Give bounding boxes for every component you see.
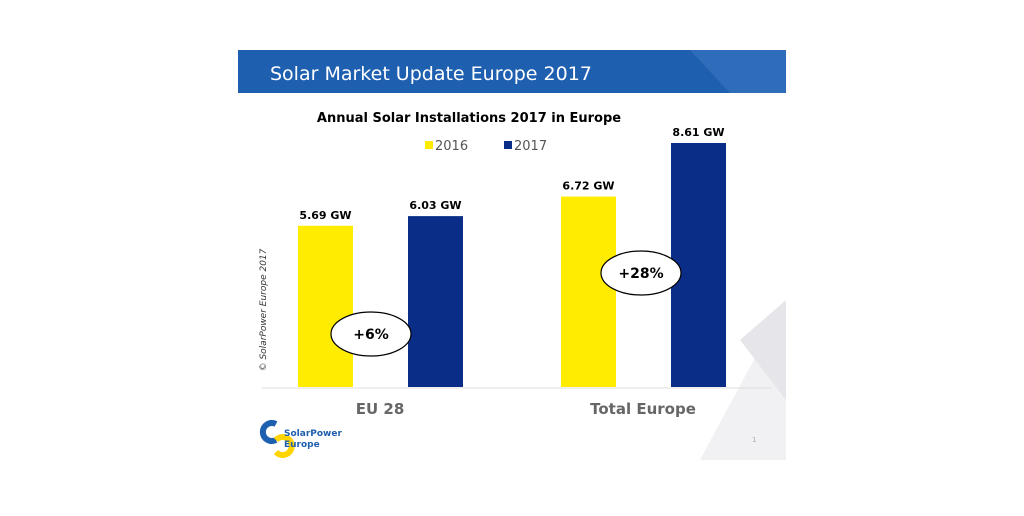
category-label-eu28: EU 28 bbox=[356, 400, 405, 418]
header-title: Solar Market Update Europe 2017 bbox=[270, 63, 592, 85]
data-label: 6.03 GW bbox=[409, 199, 461, 212]
data-label: 5.69 GW bbox=[299, 209, 351, 222]
annotation-eu28: +6% bbox=[353, 327, 389, 343]
legend-swatch-2017 bbox=[504, 141, 512, 149]
bar-2017-eu-28 bbox=[408, 216, 463, 387]
data-label: 6.72 GW bbox=[562, 180, 614, 193]
legend-swatch-2016 bbox=[425, 141, 433, 149]
bar-2016-total-europe bbox=[561, 196, 616, 387]
legend-label-2016: 2016 bbox=[435, 139, 468, 154]
header-bar bbox=[238, 50, 786, 93]
legend-label-2017: 2017 bbox=[514, 139, 547, 154]
chart-title: Annual Solar Installations 2017 in Europ… bbox=[317, 111, 621, 126]
bar-2017-total-europe bbox=[671, 143, 726, 387]
annotation-ellipse-total bbox=[600, 250, 682, 296]
annotation-total: +28% bbox=[618, 266, 663, 282]
bars: 5.69 GW 6.03 GW 6.72 GW 8.61 GW bbox=[298, 126, 726, 387]
data-label: 8.61 GW bbox=[672, 126, 724, 139]
solarpower-logo: SolarPower Europe bbox=[259, 420, 342, 458]
annotation-ellipse-eu28 bbox=[330, 311, 412, 357]
page-number: 1 bbox=[752, 436, 756, 444]
bar-2016-eu-28 bbox=[298, 225, 353, 387]
svg-text:SolarPower: SolarPower bbox=[284, 429, 342, 439]
decor-shape bbox=[740, 300, 786, 400]
copyright-text: © SolarPower Europe 2017 bbox=[259, 248, 269, 371]
category-label-total: Total Europe bbox=[590, 400, 696, 418]
svg-text:Europe: Europe bbox=[284, 440, 320, 450]
header-decor bbox=[690, 50, 786, 93]
